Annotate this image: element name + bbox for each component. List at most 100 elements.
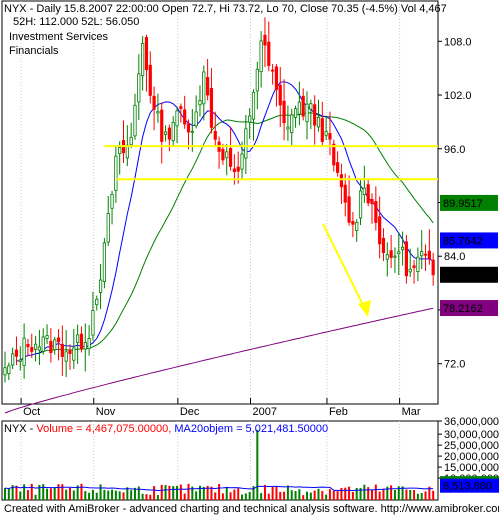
candle-body xyxy=(271,69,275,72)
candle xyxy=(76,324,80,365)
volume-bar xyxy=(397,486,400,500)
volume-bar xyxy=(409,489,412,500)
volume-bar xyxy=(256,429,259,500)
volume-bar xyxy=(42,484,45,500)
volume-bar xyxy=(386,486,389,500)
candle xyxy=(251,89,256,141)
volume-bar xyxy=(378,491,381,500)
candle xyxy=(290,108,294,147)
candle-body xyxy=(152,95,156,110)
candle xyxy=(160,102,164,164)
candle-body xyxy=(274,66,279,90)
candle-body xyxy=(179,106,183,109)
volume-bar xyxy=(183,493,186,500)
candle-body xyxy=(45,335,49,339)
candle xyxy=(26,338,30,357)
candle xyxy=(137,54,141,121)
candle-body xyxy=(232,168,236,173)
value-badge xyxy=(440,300,498,317)
candle-body xyxy=(68,349,72,354)
candle xyxy=(263,17,267,67)
x-tick-label: Oct xyxy=(23,406,40,418)
volume-bar xyxy=(420,493,423,500)
candle-body xyxy=(53,339,57,351)
candle-body xyxy=(221,148,225,161)
candle-body xyxy=(163,131,168,135)
volume-bar xyxy=(244,493,247,500)
candle xyxy=(316,99,321,132)
x-tick-label: Nov xyxy=(96,406,116,418)
candle-body xyxy=(336,162,340,173)
candle xyxy=(133,93,137,140)
ma-mid-line xyxy=(35,112,434,355)
candle xyxy=(412,260,416,284)
candle-body xyxy=(79,333,84,350)
candle-body xyxy=(98,279,103,293)
candle-body xyxy=(236,166,240,172)
candle xyxy=(22,323,26,379)
volume-bar xyxy=(160,484,163,500)
value-badge xyxy=(440,194,498,211)
candle xyxy=(355,219,359,242)
candle xyxy=(339,163,344,204)
candle xyxy=(427,229,431,265)
candle-body xyxy=(251,91,256,120)
volume-bar xyxy=(371,490,374,500)
candle-body xyxy=(293,108,298,118)
candle xyxy=(186,119,191,150)
candle xyxy=(45,324,49,345)
candle-body xyxy=(389,250,393,258)
volume-bar xyxy=(374,484,377,500)
candle xyxy=(194,95,198,129)
volume-tick-label: 25,000,000 xyxy=(444,440,499,452)
volume-bar xyxy=(7,488,10,500)
candle-body xyxy=(118,147,122,154)
volume-bar xyxy=(111,489,114,500)
volume-bar xyxy=(241,494,244,500)
candle-body xyxy=(206,77,210,96)
candle xyxy=(144,34,149,92)
candle xyxy=(389,234,393,268)
volume-bar xyxy=(405,489,408,500)
candle xyxy=(30,333,34,358)
candle-body xyxy=(393,255,397,258)
volume-bar xyxy=(413,490,416,500)
volume-bar xyxy=(393,490,396,500)
volume-bar xyxy=(30,483,33,500)
candle xyxy=(175,107,179,144)
volume-bar xyxy=(218,484,221,500)
candle-body xyxy=(33,343,38,350)
candle xyxy=(83,323,87,372)
candle-body xyxy=(106,213,110,243)
volume-bar xyxy=(176,485,179,500)
candle xyxy=(110,190,114,225)
volume-bar xyxy=(336,491,339,500)
candle-body xyxy=(362,187,366,196)
candle xyxy=(14,336,19,366)
candle xyxy=(347,175,351,226)
volume-bar xyxy=(359,487,362,500)
volume-bar xyxy=(206,485,209,500)
candle xyxy=(305,91,309,140)
candle-body xyxy=(286,126,290,130)
candle-body xyxy=(423,253,428,256)
candle-body xyxy=(378,216,382,245)
trend-arrow-head xyxy=(358,300,371,317)
candle xyxy=(278,66,282,127)
volume-symbol-label: NYX - xyxy=(4,423,36,435)
candle-body xyxy=(49,340,53,353)
candle xyxy=(225,143,229,176)
candle-body xyxy=(332,143,336,166)
value-badge xyxy=(440,232,498,249)
volume-bar xyxy=(340,487,343,500)
candle xyxy=(324,116,328,140)
candle-body xyxy=(305,103,309,123)
candle xyxy=(423,244,428,271)
candle-body xyxy=(186,123,191,133)
candle-body xyxy=(83,342,87,350)
volume-panel-title: NYX - Volume = 4,467,075.00000, MA20obje… xyxy=(4,423,328,435)
candle-body xyxy=(320,118,324,142)
volume-bar xyxy=(290,490,293,500)
volume-bar xyxy=(202,486,205,500)
candle-body xyxy=(244,128,248,159)
